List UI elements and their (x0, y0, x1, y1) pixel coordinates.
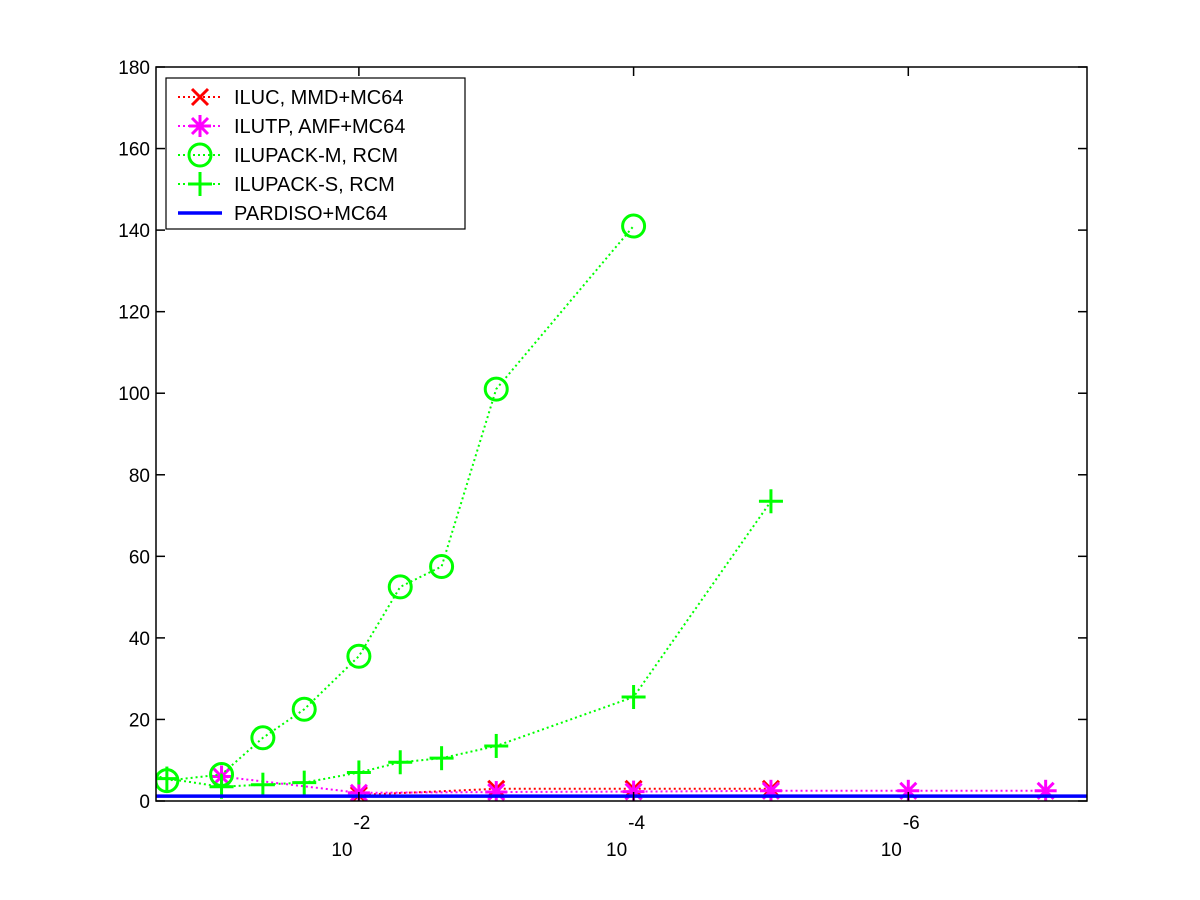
y-tick-label: 0 (139, 792, 150, 813)
data-point (621, 213, 647, 239)
legend-label: PARDISO+MC64 (234, 203, 388, 225)
data-point (429, 554, 455, 580)
y-tick-label: 40 (129, 629, 150, 650)
legend-marker (187, 142, 213, 168)
y-tick-label: 20 (129, 710, 150, 731)
x-tick-label-base: 10 (331, 840, 352, 861)
ticks-layer (156, 66, 1087, 802)
data-point (346, 643, 372, 669)
x-tick-label-base: 10 (881, 840, 902, 861)
data-point (387, 574, 413, 600)
x-tick-label-exponent: -2 (353, 813, 370, 834)
series-3 (156, 489, 783, 799)
y-tick-label: 80 (129, 466, 150, 487)
legend-label: ILUC, MMD+MC64 (234, 87, 403, 109)
x-tick-label-exponent: -4 (628, 813, 645, 834)
x-tick-label-exponent: -6 (903, 813, 920, 834)
legend-marker (190, 116, 210, 136)
axes-box (155, 66, 1088, 802)
series-2 (156, 213, 647, 794)
x-tick-label-base: 10 (606, 840, 627, 861)
y-tick-label: 100 (118, 384, 150, 405)
legend-label: ILUPACK-M, RCM (234, 145, 398, 167)
series-line (358, 787, 771, 796)
legend-label: ILUTP, AMF+MC64 (234, 116, 405, 138)
y-tick-label: 140 (118, 221, 150, 242)
legend: ILUC, MMD+MC64 ILUTP, AMF+MC64 ILUPACK-M, … (165, 77, 466, 230)
data-point (483, 376, 509, 402)
legend-marker (190, 87, 210, 107)
y-tick-label: 120 (118, 303, 150, 324)
y-tick-label: 60 (129, 547, 150, 568)
data-point (291, 696, 317, 722)
y-tick-label: 160 (118, 140, 150, 161)
data-point (250, 725, 276, 751)
legend-label: ILUPACK-S, RCM (234, 174, 395, 196)
series-layer (156, 213, 1087, 801)
y-tick-label: 180 (118, 58, 150, 79)
legend-box (165, 77, 466, 230)
